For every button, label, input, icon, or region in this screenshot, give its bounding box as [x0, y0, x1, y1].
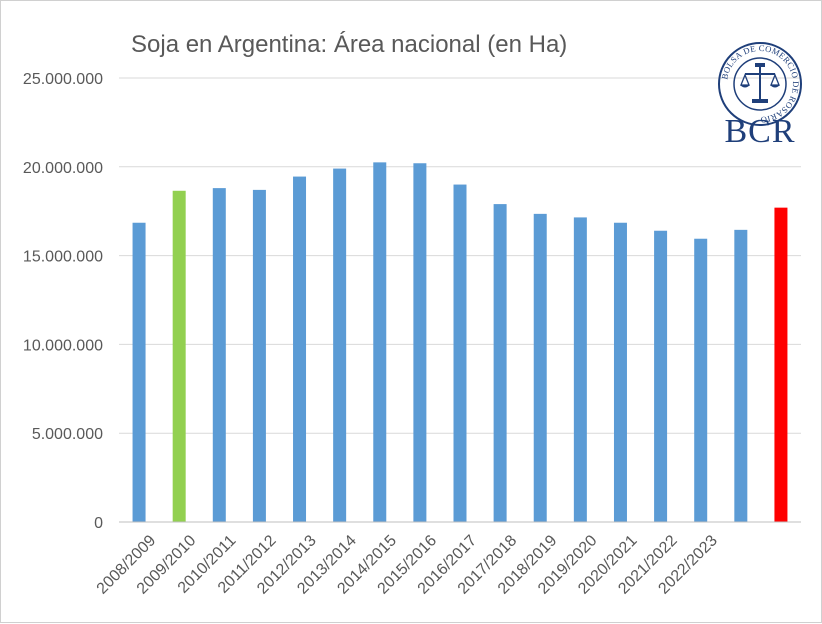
- bar: [172, 190, 186, 522]
- y-axis-ticks: 0 5.000.000 10.000.000 15.000.000 20.000.000…: [23, 71, 103, 532]
- y-tick-label: 0: [94, 515, 103, 532]
- bar: [774, 207, 788, 522]
- bar: [252, 189, 266, 522]
- bar: [533, 213, 547, 522]
- y-tick-label: 5.000.000: [32, 426, 103, 443]
- bar: [373, 162, 387, 523]
- y-tick-label: 15.000.000: [23, 249, 103, 266]
- y-tick-label: 25.000.000: [23, 71, 103, 88]
- bcr-seal-logo: BOLSA DE COMERCIO DE ROSARIO: [718, 42, 802, 126]
- bcr-logo-text: BCR: [724, 113, 796, 150]
- bar: [573, 217, 587, 522]
- bar: [453, 184, 467, 522]
- bar: [413, 163, 427, 523]
- bar: [654, 230, 668, 522]
- chart-title: Soja en Argentina: Área nacional (en Ha): [131, 31, 568, 58]
- bar: [493, 204, 507, 522]
- y-tick-label: 10.000.000: [23, 337, 103, 354]
- bar: [694, 238, 708, 522]
- bar: [613, 222, 627, 522]
- x-axis-ticks: 2008/20092009/20102010/20112011/20122012…: [94, 532, 721, 598]
- bar: [132, 222, 146, 522]
- bar: [293, 176, 307, 522]
- bar: [734, 229, 748, 522]
- bar: [333, 168, 347, 523]
- bar: [212, 188, 226, 522]
- bars: [132, 162, 788, 523]
- y-tick-label: 20.000.000: [23, 160, 103, 177]
